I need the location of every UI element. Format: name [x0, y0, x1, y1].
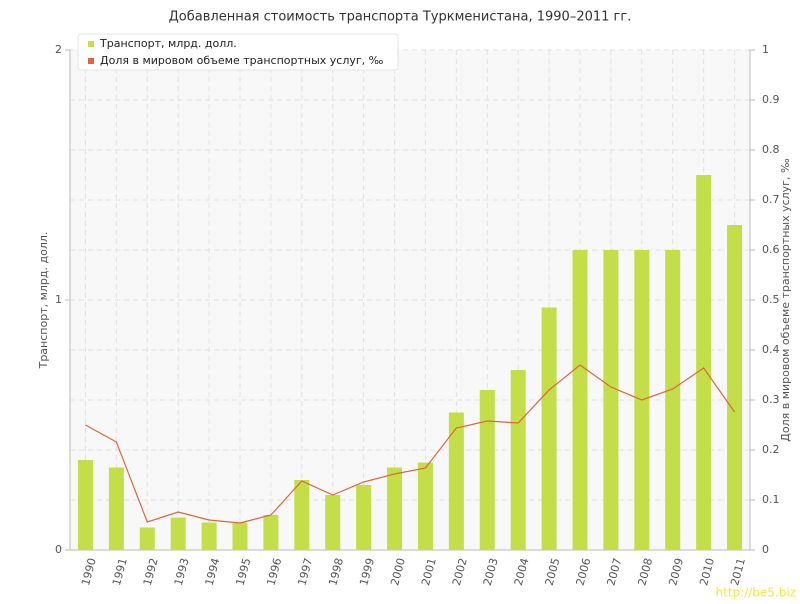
x-tick-label: 1998 [326, 557, 346, 587]
x-tick-label: 2005 [543, 557, 563, 587]
bar [77, 460, 93, 550]
y2-tick-label: 0.2 [762, 443, 780, 456]
x-tick-label: 2009 [666, 557, 686, 587]
x-tick-label: 2008 [635, 557, 655, 587]
y-tick-label: 2 [55, 43, 62, 56]
x-tick-label: 1999 [357, 557, 377, 587]
legend-swatch [88, 41, 94, 47]
y2-tick-label: 0.9 [762, 93, 780, 106]
x-tick-label: 2000 [388, 557, 408, 587]
bar [139, 527, 155, 550]
legend-swatch [88, 58, 94, 64]
y2-axis-label: Доля в мировом объеме транспортных услуг… [779, 158, 792, 442]
legend-label: Транспорт, млрд. долл. [99, 37, 237, 50]
x-tick-label: 2001 [419, 557, 439, 587]
legend-label: Доля в мировом объеме транспортных услуг… [100, 54, 384, 67]
x-tick-label: 1995 [234, 557, 254, 587]
bar [541, 307, 557, 550]
bar [510, 370, 526, 550]
bar [108, 467, 124, 550]
x-tick-label: 1993 [172, 557, 192, 587]
bar [727, 225, 743, 550]
y-tick-label: 0 [55, 543, 62, 556]
bar [263, 515, 279, 550]
legend: Транспорт, млрд. долл. Доля в мировом объ… [77, 33, 399, 71]
legend-box [77, 33, 399, 71]
x-tick-label: 1996 [265, 557, 285, 587]
y2-tick-label: 0 [762, 543, 769, 556]
y2-tick-label: 1 [762, 43, 769, 56]
x-tick-label: 2007 [605, 557, 625, 587]
x-tick-label: 2010 [697, 557, 717, 587]
bar [665, 250, 681, 550]
y2-tick-label: 0.5 [762, 293, 780, 306]
y2-tick-label: 0.4 [762, 343, 780, 356]
bar [170, 517, 186, 550]
chart-title: Добавленная стоимость транспорта Туркмен… [169, 10, 632, 25]
x-tick-label: 1997 [295, 557, 315, 587]
y2-tick-label: 0.3 [762, 393, 780, 406]
y-axis-label: Транспорт, млрд. долл. [37, 232, 50, 370]
bar [448, 412, 464, 550]
bar [325, 495, 341, 550]
x-tick-label: 1992 [141, 557, 161, 587]
bar [294, 480, 310, 550]
bar [696, 175, 712, 550]
bar [572, 250, 588, 550]
line [85, 364, 736, 524]
y2-tick-label: 0.6 [762, 243, 780, 256]
bar [387, 467, 403, 550]
y2-tick-label: 0.7 [762, 193, 780, 206]
x-tick-label: 2004 [512, 557, 532, 587]
watermark: http://be5.biz [716, 586, 796, 600]
bar [201, 522, 217, 550]
bar [232, 522, 248, 550]
x-tick-label: 1991 [110, 557, 130, 587]
bar [479, 390, 495, 550]
y2-tick-label: 0.1 [762, 493, 780, 506]
y2-tick-label: 0.8 [762, 143, 780, 156]
y-tick-label: 1 [55, 293, 62, 306]
x-tick-label: 2003 [481, 557, 501, 587]
bar [603, 250, 619, 550]
x-tick-label: 1994 [203, 557, 223, 587]
x-tick-label: 2011 [728, 557, 748, 587]
x-tick-label: 1990 [79, 557, 99, 587]
bar [356, 485, 372, 550]
x-tick-label: 2006 [574, 557, 594, 587]
bar [417, 462, 433, 550]
x-tick-label: 2002 [450, 557, 470, 587]
